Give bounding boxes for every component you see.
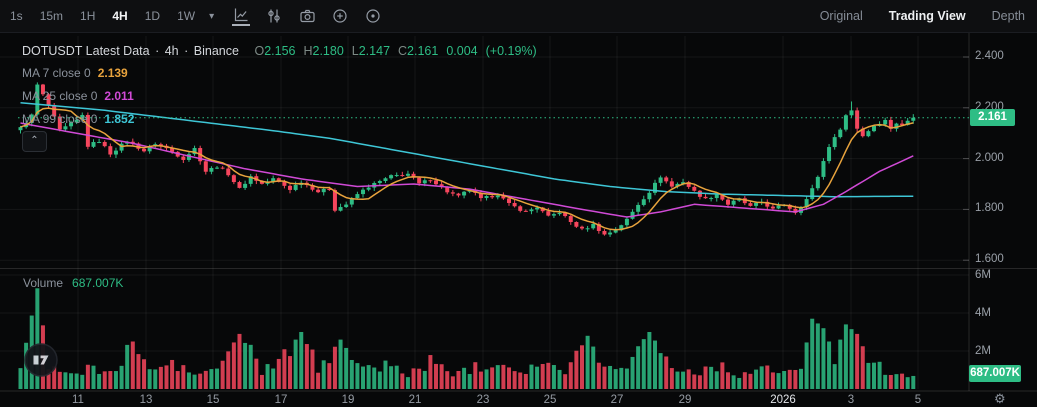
ma-value: 2.139 [97,66,128,80]
time-axis-label: 2026 [770,394,796,406]
volume-legend: Volume 687.007K [23,276,123,290]
interval-label: 4h [164,44,179,58]
ma-value: 1.852 [104,112,135,126]
chart-style-icon[interactable] [232,6,251,26]
ma-legend-row: MA 99 close 0 1.852 [22,112,134,126]
time-axis-label: 13 [139,394,153,406]
price-axis-label: 1.800 [975,202,1004,215]
time-axis-label: 17 [274,394,288,406]
volume-axis-label: 2M [975,345,991,357]
time-axis-label: 21 [408,394,422,406]
ma-label: MA 7 close 0 [22,66,91,80]
timeframe-1h[interactable]: 1H [80,9,96,23]
ohlc-readout: O2.156 H2.180 L2.147 C2.161 0.004 (+0.19%) [254,44,537,58]
view-mode-depth[interactable]: Depth [991,9,1025,23]
volume-axis-label: 4M [975,307,991,319]
close-value: 2.161 [407,44,439,58]
ma-legend-row: MA 25 close 0 2.011 [22,89,134,103]
view-mode-original[interactable]: Original [819,9,863,23]
change-percent: (+0.19%) [485,44,537,58]
open-value: 2.156 [264,44,296,58]
price-axis-label: 2.400 [975,50,1004,62]
timeframe-4h[interactable]: 4H [112,9,128,23]
view-mode-tabs: Original Trading View Depth [820,9,1025,23]
chart-canvas[interactable] [0,33,1037,407]
ma-label: MA 25 close 0 [22,89,98,103]
chevron-down-icon[interactable]: ▾ [209,10,215,22]
tradingview-logo [24,343,58,377]
last-price-badge: 2.161 [970,109,1015,127]
time-axis-label: 29 [678,394,692,406]
settings-gear-icon[interactable]: ⚙ [994,391,1006,406]
price-axis-label: 1.600 [975,253,1004,266]
time-axis-label: 15 [206,394,220,406]
time-axis-label: 19 [341,394,355,406]
ma-label: MA 99 close 0 [22,112,98,126]
indicators-icon[interactable] [265,6,283,26]
camera-icon[interactable] [298,6,316,26]
time-axis-label: 25 [543,394,557,406]
price-axis-label: 2.000 [975,151,1004,164]
chart-toolbar: 1s 15m 1H 4H 1D 1W ▾ [0,0,1037,33]
timeframe-1s[interactable]: 1s [10,9,23,23]
view-mode-trading-view[interactable]: Trading View [888,9,966,23]
timeframe-group: 1s 15m 1H 4H 1D 1W [10,9,195,23]
toolbar-icons [232,6,382,26]
zoom-in-circle-icon[interactable] [331,6,349,26]
time-axis-label: 3 [847,394,855,406]
ma-legend-row: MA 7 close 0 2.139 [22,66,128,80]
chart-header: DOTUSDT Latest Data · 4h · Binance O2.15… [22,44,537,58]
ma-value: 2.011 [104,89,134,103]
time-axis-label: 5 [914,394,922,406]
time-axis-label: 11 [72,394,84,406]
volume-axis-label: 6M [975,269,991,281]
time-axis-label: 23 [476,394,490,406]
volume-value: 687.007K [72,276,124,290]
symbol-title: DOTUSDT Latest Data [22,44,150,58]
collapse-legend-button[interactable]: ⌃ [22,131,47,152]
target-reset-icon[interactable] [364,6,382,26]
high-value: 2.180 [312,44,344,58]
time-axis-label: 27 [610,394,624,406]
volume-badge: 687.007K [969,365,1021,382]
exchange-label: Binance [193,44,239,58]
timeframe-1d[interactable]: 1D [144,9,161,23]
timeframe-15m[interactable]: 15m [39,9,64,23]
timeframe-1w[interactable]: 1W [177,9,196,23]
change-value: 0.004 [446,44,478,58]
volume-label: Volume [23,276,64,290]
low-value: 2.147 [358,44,391,58]
